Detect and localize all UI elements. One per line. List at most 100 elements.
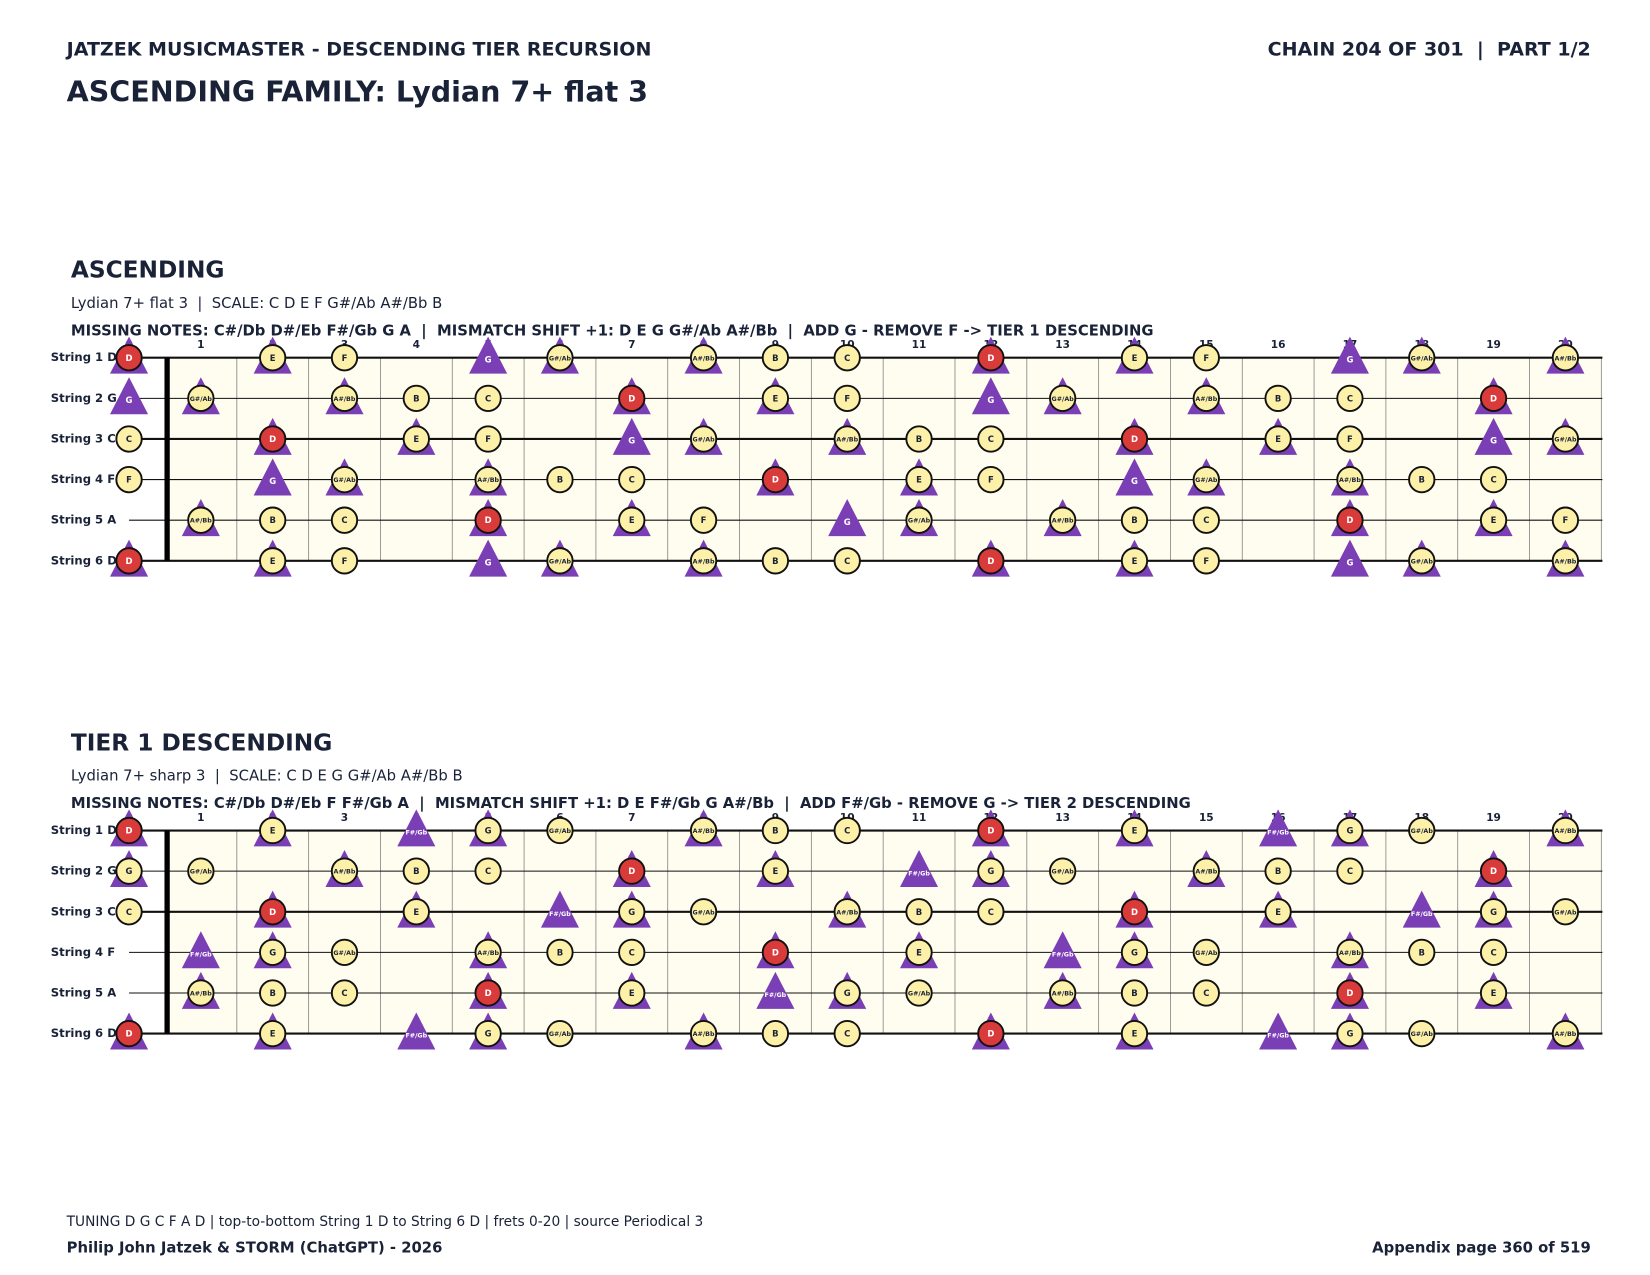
note-label: G: [987, 866, 994, 876]
fret-number: 16: [1271, 339, 1286, 351]
scale-note: [115, 857, 143, 885]
note-label: D: [628, 393, 635, 403]
scale-note: [1192, 547, 1220, 575]
note-label: C: [1490, 947, 1496, 957]
scale-note: [1192, 344, 1220, 372]
string-label: String 1 D: [51, 823, 117, 837]
note-label: F: [342, 556, 348, 566]
note-label: G#/Ab: [1411, 1031, 1434, 1038]
note-label: B: [772, 556, 778, 566]
note-label: A#/Bb: [334, 869, 356, 876]
note-label: D: [772, 947, 779, 957]
scale-note: [546, 547, 574, 575]
scale-note: [761, 344, 790, 372]
note-label: A#/Bb: [693, 828, 715, 835]
note-label: D: [987, 556, 994, 566]
scale-note: [833, 898, 861, 926]
scale-note: [187, 506, 215, 534]
note-label: G#/Ab: [1195, 477, 1218, 484]
note-label: G: [269, 476, 276, 486]
scale-note: [1551, 344, 1580, 372]
note-label: E: [629, 988, 635, 998]
scale-note: [1336, 465, 1364, 494]
scale-note: [1551, 1019, 1580, 1048]
fret-number: 11: [912, 812, 927, 824]
note-label: A#/Bb: [1554, 355, 1576, 362]
note-label: B: [916, 434, 922, 444]
string-label: String 5 A: [51, 985, 116, 999]
root-note: [977, 1019, 1005, 1048]
note-label: A#/Bb: [1195, 396, 1217, 403]
scale-note: [402, 384, 430, 412]
scale-note: [1192, 857, 1220, 885]
note-label: F: [844, 393, 850, 403]
scale-note: [689, 1019, 718, 1048]
note-label: A#/Bb: [1554, 558, 1576, 565]
string-label: String 4 F: [51, 472, 115, 486]
note-label: D: [628, 866, 635, 876]
note-label: G: [126, 395, 133, 405]
note-label: A#/Bb: [1554, 1031, 1576, 1038]
root-note: [761, 938, 790, 967]
added-note-triangle: [397, 809, 436, 847]
note-label: D: [269, 434, 276, 444]
added-note-triangle: [612, 417, 651, 455]
root-note: [1120, 425, 1149, 453]
note-label: F: [701, 515, 707, 525]
note-label: C: [844, 353, 850, 363]
note-label: G: [628, 907, 635, 917]
scale-note: [1479, 938, 1508, 967]
note-label: G: [126, 866, 133, 876]
note-label: D: [126, 1029, 133, 1039]
string-label: String 4 F: [51, 945, 115, 959]
root-note: [115, 344, 143, 372]
nut: [164, 830, 170, 1034]
added-note-triangle: [181, 931, 220, 969]
scale-note: [1264, 898, 1292, 926]
note-label: E: [1132, 353, 1138, 363]
note-label: G: [628, 436, 635, 446]
scale-note: [259, 979, 287, 1007]
scale-note: [833, 425, 861, 453]
scale-note: [761, 547, 790, 575]
note-label: E: [916, 475, 922, 485]
scale-note: [833, 384, 861, 412]
header-right: CHAIN 204 OF 301 | PART 1/2: [1268, 38, 1591, 60]
scale-note: [1336, 938, 1364, 967]
added-note-triangle: [1474, 417, 1513, 455]
note-label: A#/Bb: [1195, 869, 1217, 876]
note-label: G: [1346, 354, 1353, 364]
note-label: E: [1132, 826, 1138, 836]
root-note: [618, 857, 646, 885]
note-label: C: [1203, 988, 1209, 998]
scale-note: [1408, 816, 1436, 845]
note-label: D: [772, 475, 779, 485]
scale-note: [259, 816, 287, 845]
note-label: G#/Ab: [190, 396, 213, 403]
scale-note: [402, 898, 430, 926]
note-label: G#/Ab: [549, 558, 572, 565]
scale-note: [1049, 384, 1077, 412]
note-label: E: [916, 947, 922, 957]
scale-note: [1551, 898, 1580, 926]
root-note: [474, 979, 502, 1007]
fretboard: [167, 357, 1603, 561]
scale-note: [330, 979, 359, 1007]
added-note-triangle: [1330, 539, 1369, 577]
scale-note: [1551, 547, 1580, 575]
note-label: E: [1275, 434, 1281, 444]
scale-note: [1479, 979, 1508, 1007]
note-label: G: [485, 826, 492, 836]
note-label: B: [772, 1029, 778, 1039]
note-label: E: [1491, 988, 1497, 998]
root-note: [618, 384, 646, 412]
fret-number: 7: [628, 339, 635, 351]
fretboard: [167, 830, 1603, 1034]
note-label: G#/Ab: [908, 518, 931, 525]
note-label: A#/Bb: [693, 1031, 715, 1038]
note-label: G#/Ab: [549, 1031, 572, 1038]
fret-number: 19: [1486, 812, 1501, 824]
note-label: G#/Ab: [190, 869, 213, 876]
scale-note: [187, 979, 215, 1007]
scale-note: [1120, 547, 1149, 575]
